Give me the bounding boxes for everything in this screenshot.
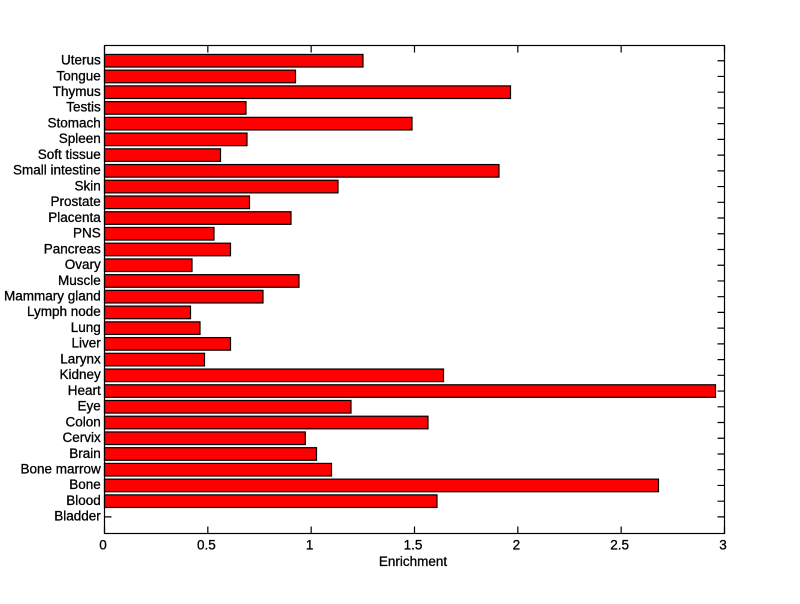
svg-text:Mammary gland: Mammary gland — [4, 288, 101, 303]
svg-text:Bone: Bone — [69, 477, 101, 492]
svg-text:Colon: Colon — [66, 414, 101, 429]
svg-text:Skin: Skin — [75, 178, 101, 193]
svg-text:Muscle: Muscle — [58, 273, 101, 288]
svg-text:Thymus: Thymus — [53, 84, 101, 99]
svg-text:0.5: 0.5 — [197, 537, 216, 552]
svg-text:1: 1 — [306, 537, 314, 552]
svg-text:PNS: PNS — [73, 226, 101, 241]
svg-text:Lung: Lung — [71, 320, 101, 335]
svg-text:Soft tissue: Soft tissue — [38, 147, 101, 162]
svg-text:Blood: Blood — [66, 493, 101, 508]
svg-text:2.5: 2.5 — [610, 537, 629, 552]
svg-text:Ovary: Ovary — [65, 257, 101, 272]
svg-text:Liver: Liver — [72, 336, 102, 351]
svg-text:Prostate: Prostate — [51, 194, 101, 209]
svg-text:Uterus: Uterus — [61, 53, 101, 68]
svg-text:3: 3 — [719, 537, 727, 552]
svg-text:Bone marrow: Bone marrow — [21, 462, 102, 477]
svg-text:Placenta: Placenta — [48, 210, 101, 225]
svg-text:Enrichment: Enrichment — [379, 554, 448, 569]
svg-text:Stomach: Stomach — [48, 115, 101, 130]
svg-text:Cervix: Cervix — [63, 430, 102, 445]
svg-text:2: 2 — [513, 537, 521, 552]
svg-text:Testis: Testis — [66, 100, 101, 115]
svg-text:Lymph node: Lymph node — [27, 304, 101, 319]
svg-text:Heart: Heart — [68, 383, 101, 398]
svg-text:Kidney: Kidney — [60, 367, 102, 382]
svg-text:Spleen: Spleen — [59, 131, 101, 146]
svg-text:Pancreas: Pancreas — [44, 241, 101, 256]
svg-text:Eye: Eye — [78, 399, 101, 414]
svg-text:Small intestine: Small intestine — [13, 163, 101, 178]
svg-text:0: 0 — [99, 537, 107, 552]
svg-text:Bladder: Bladder — [54, 509, 101, 524]
svg-text:Tongue: Tongue — [57, 68, 101, 83]
svg-text:1.5: 1.5 — [404, 537, 423, 552]
svg-text:Brain: Brain — [69, 446, 101, 461]
svg-text:Larynx: Larynx — [60, 351, 101, 366]
